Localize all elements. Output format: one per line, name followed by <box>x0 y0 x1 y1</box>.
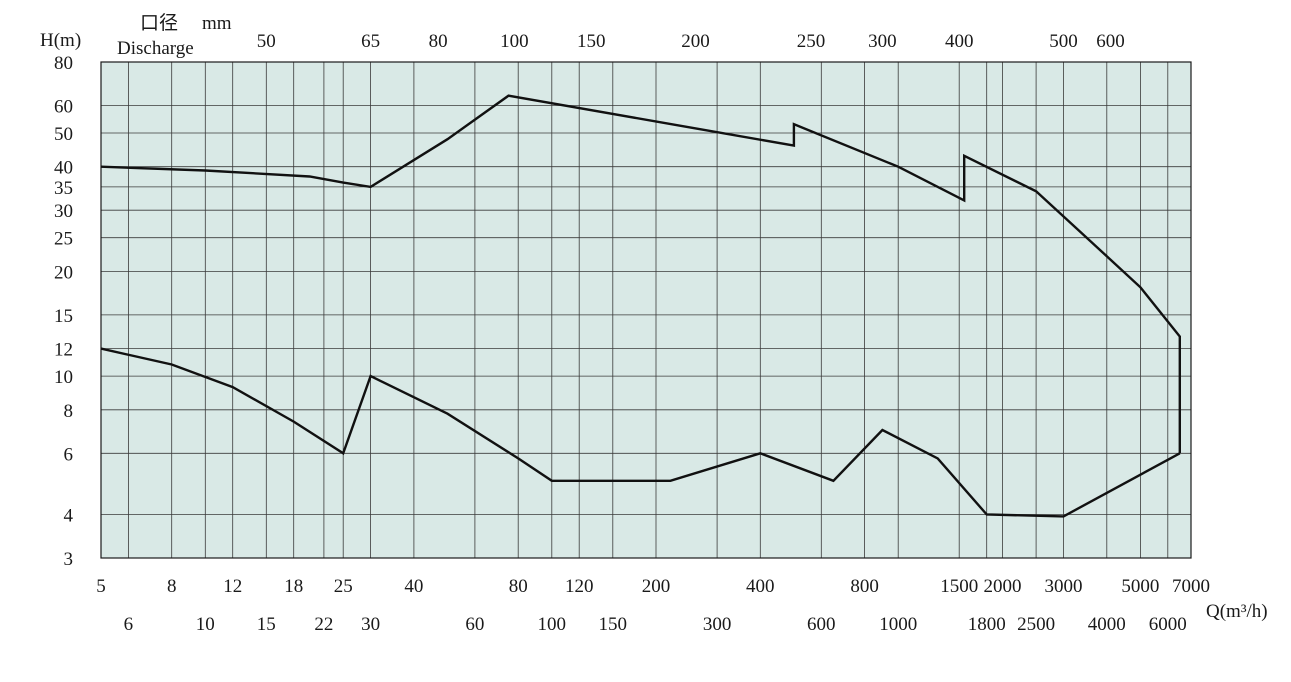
x-tick-label: 22 <box>314 614 333 635</box>
y-tick-label: 12 <box>54 340 73 361</box>
x-tick-label: 120 <box>565 576 594 597</box>
x-tick-label: 60 <box>465 614 484 635</box>
discharge-tick-label: 300 <box>868 31 897 52</box>
curve-lower <box>100 347 1181 518</box>
y-tick-label: 4 <box>64 506 74 527</box>
x-tick-label: 6000 <box>1149 614 1187 635</box>
x-tick-label: 3000 <box>1045 576 1083 597</box>
x-tick-label: 1500 <box>940 576 978 597</box>
x-tick-label: 300 <box>703 614 732 635</box>
x-tick-label: 200 <box>642 576 671 597</box>
y-tick-label: 3 <box>64 549 74 570</box>
x-tick-label: 30 <box>361 614 380 635</box>
y-tick-label: 15 <box>54 306 73 327</box>
discharge-label-en: Discharge <box>117 38 194 59</box>
x-tick-label: 400 <box>746 576 775 597</box>
x-tick-label: 6 <box>124 614 134 635</box>
x-tick-label: 4000 <box>1088 614 1126 635</box>
x-tick-label: 40 <box>404 576 423 597</box>
y-tick-label: 8 <box>64 401 74 422</box>
curves <box>100 94 1181 518</box>
x-tick-label: 8 <box>167 576 177 597</box>
x-tick-label: 2500 <box>1017 614 1055 635</box>
y-tick-label: 60 <box>54 97 73 118</box>
vertical-grid <box>127 62 1169 558</box>
y-axis-label: H(m) <box>40 30 81 51</box>
x-tick-label: 150 <box>599 614 628 635</box>
x-tick-label: 15 <box>257 614 276 635</box>
horizontal-grid <box>101 105 1191 515</box>
x-tick-label: 1800 <box>968 614 1006 635</box>
x-tick-label: 80 <box>509 576 528 597</box>
x-tick-label: 5 <box>96 576 106 597</box>
y-tick-label: 30 <box>54 201 73 222</box>
x-tick-label: 800 <box>850 576 879 597</box>
x-tick-label: 25 <box>334 576 353 597</box>
discharge-tick-label: 80 <box>429 31 448 52</box>
y-tick-label: 40 <box>54 158 73 179</box>
x-tick-label: 5000 <box>1121 576 1159 597</box>
plot-border <box>100 61 1192 559</box>
y-tick-label: 10 <box>54 367 73 388</box>
x-tick-label: 7000 <box>1172 576 1210 597</box>
y-tick-label: 35 <box>54 178 73 199</box>
discharge-unit: mm <box>202 13 232 34</box>
x-tick-label: 600 <box>807 614 836 635</box>
discharge-label-cn: 口径 <box>140 12 178 34</box>
y-tick-label: 80 <box>54 53 73 74</box>
discharge-tick-label: 600 <box>1096 31 1125 52</box>
plot-area <box>101 62 1191 558</box>
x-tick-label: 100 <box>538 614 567 635</box>
y-tick-label: 50 <box>54 124 73 145</box>
discharge-tick-label: 50 <box>257 31 276 52</box>
discharge-tick-label: 65 <box>361 31 380 52</box>
x-axis-label: Q(m³/h) <box>1206 601 1268 622</box>
y-tick-label: 6 <box>64 444 74 465</box>
y-tick-label: 20 <box>54 262 73 283</box>
discharge-tick-label: 500 <box>1049 31 1078 52</box>
x-tick-label: 18 <box>284 576 303 597</box>
curve-upper <box>100 94 1181 454</box>
y-tick-label: 25 <box>54 229 73 250</box>
x-tick-label: 10 <box>196 614 215 635</box>
discharge-tick-labels: 50 65 80 100 150 200 250 300 400 500 600 <box>257 31 1125 52</box>
x-tick-label: 12 <box>223 576 242 597</box>
x-tick-label: 1000 <box>879 614 917 635</box>
x-tick-labels-row2: 6 10 15 22 30 60 100 150 300 600 1000 1800 2500 4000 6… <box>124 614 1187 635</box>
discharge-tick-label: 200 <box>681 31 710 52</box>
x-tick-label: 2000 <box>984 576 1022 597</box>
discharge-tick-label: 150 <box>577 31 606 52</box>
discharge-tick-label: 100 <box>500 31 529 52</box>
discharge-tick-label: 400 <box>945 31 974 52</box>
x-tick-labels-row1: 5 8 12 18 25 40 80 120 200 400 800 1500 2000 3000 5000… <box>96 576 1210 597</box>
discharge-tick-label: 250 <box>797 31 826 52</box>
